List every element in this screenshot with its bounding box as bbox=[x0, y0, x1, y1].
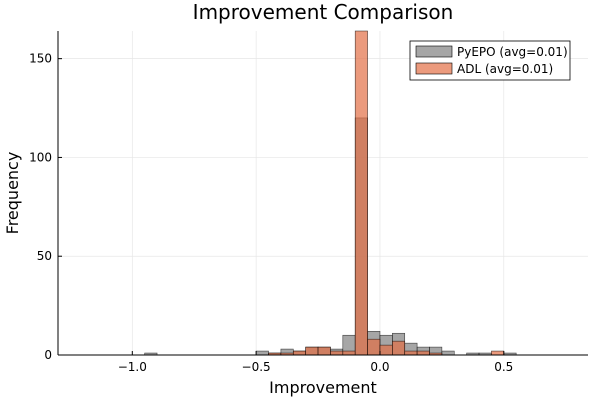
bar-adl bbox=[379, 344, 393, 356]
legend-label-adl: ADL (avg=0.01) bbox=[457, 62, 553, 76]
bar-adl bbox=[330, 350, 344, 356]
x-tick-label: 0.0 bbox=[370, 360, 389, 374]
bar-pyepo bbox=[255, 350, 269, 356]
legend-swatch-pyepo bbox=[415, 45, 453, 58]
bar-adl bbox=[292, 350, 306, 356]
bar-adl bbox=[342, 350, 356, 356]
y-tick-label: 100 bbox=[29, 150, 52, 164]
bar-adl bbox=[491, 350, 505, 356]
bar-adl bbox=[354, 30, 368, 356]
x-axis-title: Improvement bbox=[269, 378, 377, 397]
y-tick-label: 0 bbox=[44, 348, 52, 362]
bar-adl bbox=[305, 346, 319, 356]
y-axis-title: Frequency bbox=[3, 152, 22, 235]
histogram-bars bbox=[144, 30, 517, 356]
bar-adl bbox=[404, 350, 418, 356]
bar-adl bbox=[392, 340, 406, 356]
y-tick-label: 50 bbox=[37, 249, 52, 263]
legend-label-pyepo: PyEPO (avg=0.01) bbox=[457, 45, 568, 59]
tick-labels: −1.0 −0.5 0.0 0.5 0 50 100 150 bbox=[29, 52, 513, 374]
x-tick-label: −0.5 bbox=[242, 360, 271, 374]
x-tick-label: −1.0 bbox=[118, 360, 147, 374]
chart-title: Improvement Comparison bbox=[193, 0, 454, 24]
bar-pyepo bbox=[441, 350, 455, 356]
axes bbox=[57, 31, 588, 356]
x-tick-label: 0.5 bbox=[494, 360, 513, 374]
legend: PyEPO (avg=0.01) ADL (avg=0.01) bbox=[409, 40, 571, 81]
bar-adl bbox=[367, 338, 381, 356]
bar-adl bbox=[416, 350, 430, 356]
legend-swatch-adl bbox=[415, 62, 453, 75]
bar-adl bbox=[317, 346, 331, 356]
y-tick-label: 150 bbox=[29, 52, 52, 66]
